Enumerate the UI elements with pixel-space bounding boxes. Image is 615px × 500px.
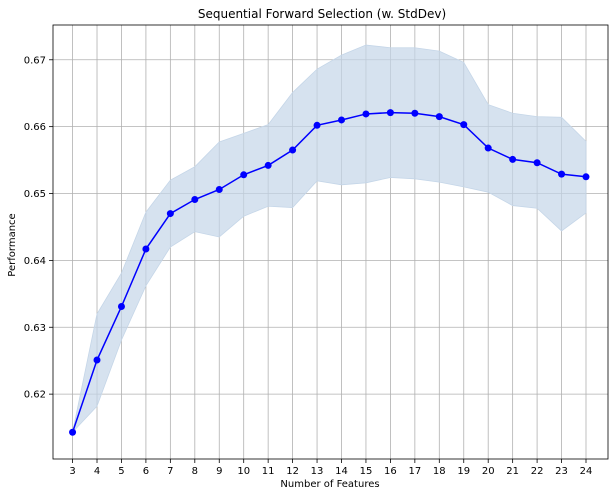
y-tick-label: 0.67 bbox=[24, 55, 46, 66]
data-point bbox=[215, 186, 223, 194]
x-tick-label: 5 bbox=[118, 466, 124, 477]
x-tick-label: 24 bbox=[580, 466, 593, 477]
std-dev-band bbox=[71, 44, 587, 434]
x-axis-ticks: 3 4 5 6 7 8 9 10 11 12 13 14 15 16 17 18 19 20 21 22 23 24 bbox=[69, 459, 592, 477]
y-tick-label: 0.65 bbox=[24, 189, 46, 200]
data-point bbox=[460, 121, 468, 129]
x-tick-label: 14 bbox=[335, 466, 348, 477]
x-tick-label: 17 bbox=[408, 466, 421, 477]
data-point bbox=[240, 171, 248, 179]
y-tick-label: 0.63 bbox=[24, 323, 46, 334]
data-point bbox=[264, 161, 272, 169]
data-point bbox=[191, 196, 199, 204]
x-tick-label: 12 bbox=[286, 466, 299, 477]
data-point bbox=[69, 428, 77, 436]
x-tick-label: 4 bbox=[94, 466, 100, 477]
y-tick-label: 0.66 bbox=[24, 122, 46, 133]
x-tick-label: 6 bbox=[143, 466, 149, 477]
series-line-layer bbox=[71, 111, 587, 433]
x-tick-label: 7 bbox=[167, 466, 173, 477]
data-point bbox=[435, 113, 443, 121]
chart-title: Sequential Forward Selection (w. StdDev) bbox=[198, 7, 446, 21]
x-tick-label: 19 bbox=[457, 466, 470, 477]
data-point bbox=[93, 356, 101, 364]
y-axis-label: Performance bbox=[7, 213, 18, 276]
data-point bbox=[509, 155, 517, 163]
x-tick-label: 13 bbox=[311, 466, 324, 477]
x-tick-label: 20 bbox=[482, 466, 495, 477]
data-point bbox=[533, 159, 541, 167]
x-tick-label: 10 bbox=[237, 466, 250, 477]
x-tick-label: 3 bbox=[69, 466, 75, 477]
data-point bbox=[582, 173, 590, 181]
x-axis-label: Number of Features bbox=[280, 479, 379, 490]
x-tick-label: 21 bbox=[506, 466, 519, 477]
data-point bbox=[484, 144, 492, 152]
data-point bbox=[166, 210, 174, 218]
data-point bbox=[362, 110, 370, 118]
x-tick-label: 23 bbox=[555, 466, 568, 477]
x-tick-label: 8 bbox=[192, 466, 198, 477]
data-point bbox=[117, 303, 125, 311]
x-tick-label: 16 bbox=[384, 466, 397, 477]
x-tick-label: 18 bbox=[433, 466, 446, 477]
data-point bbox=[313, 121, 321, 129]
performance-line bbox=[71, 111, 587, 433]
y-axis-ticks: 0.62 0.63 0.64 0.65 0.66 0.67 bbox=[24, 55, 53, 401]
data-point bbox=[338, 116, 346, 124]
data-point bbox=[289, 146, 297, 154]
x-tick-label: 9 bbox=[216, 466, 222, 477]
x-tick-label: 22 bbox=[531, 466, 544, 477]
std-band-layer bbox=[71, 44, 587, 434]
y-tick-label: 0.64 bbox=[24, 256, 46, 267]
series-points-layer bbox=[69, 109, 590, 436]
data-point bbox=[411, 109, 419, 117]
x-tick-label: 15 bbox=[360, 466, 373, 477]
data-point bbox=[558, 170, 566, 178]
plot-area-frame bbox=[52, 24, 609, 460]
data-point bbox=[386, 109, 394, 117]
y-tick-label: 0.62 bbox=[24, 390, 46, 401]
data-point bbox=[142, 245, 150, 253]
x-tick-label: 11 bbox=[262, 466, 275, 477]
